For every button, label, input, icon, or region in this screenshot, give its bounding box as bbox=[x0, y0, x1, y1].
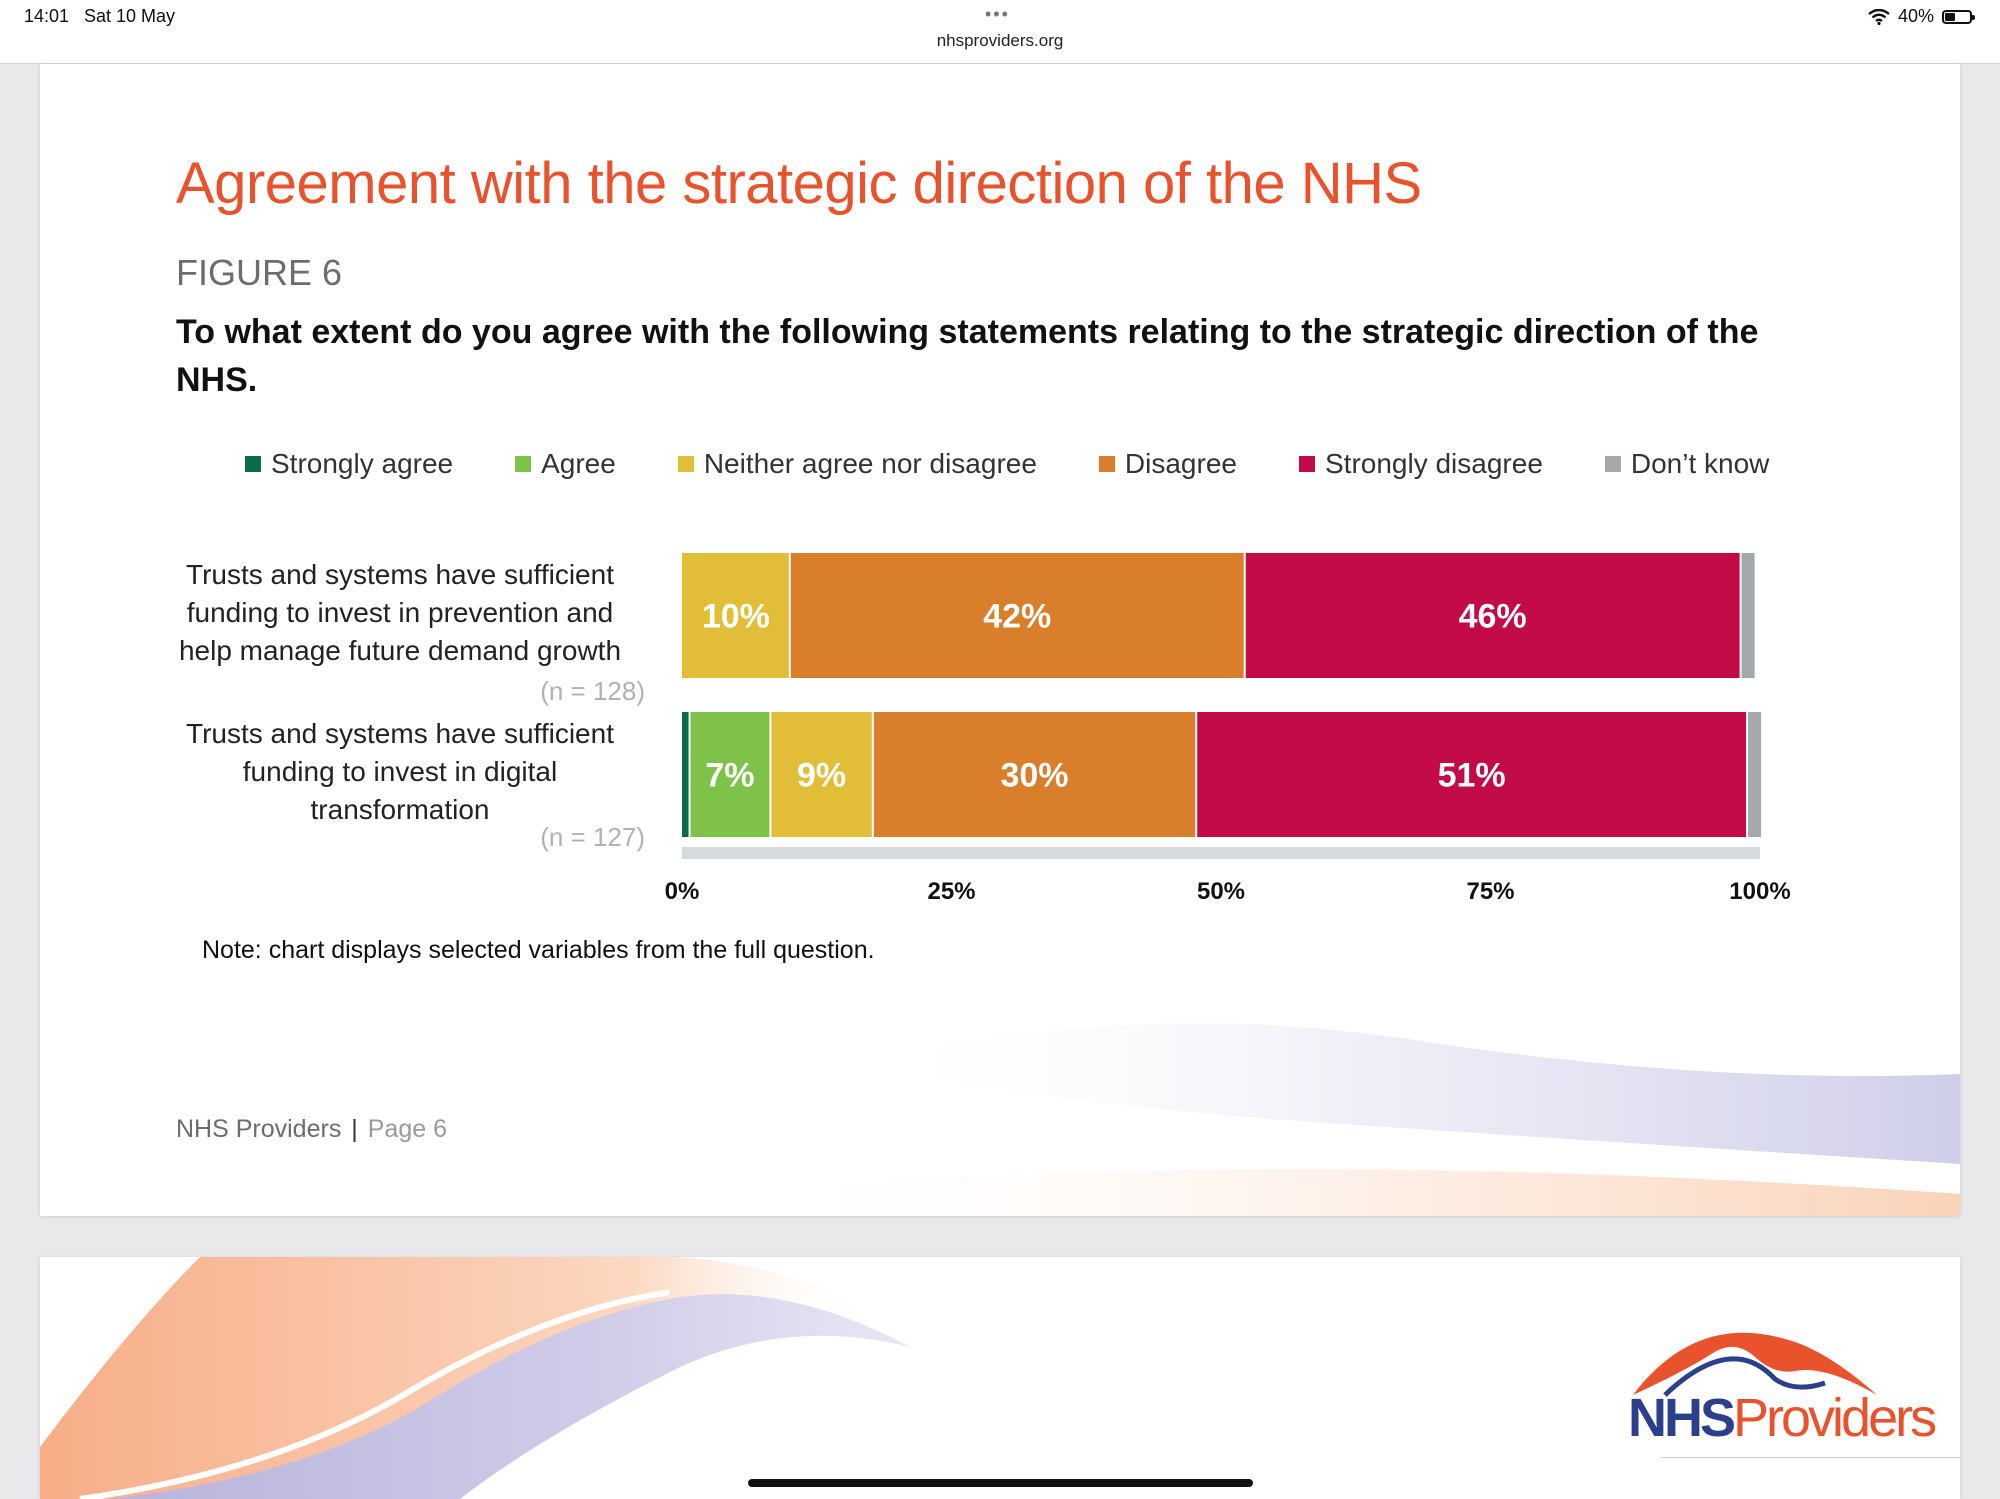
sample-size-label: (n = 127) bbox=[540, 822, 645, 852]
data-label: 30% bbox=[1000, 757, 1068, 795]
data-label: 46% bbox=[1459, 598, 1527, 636]
bar-segment bbox=[689, 712, 771, 837]
category-label-line: funding to invest in prevention and bbox=[186, 597, 614, 628]
legend-label: Disagree bbox=[1124, 448, 1237, 479]
footer-org: NHS Providers bbox=[176, 1115, 342, 1143]
status-time: 14:01 bbox=[24, 6, 70, 26]
data-label: 10% bbox=[702, 598, 770, 636]
x-tick-label: 75% bbox=[1466, 878, 1514, 905]
x-tick-label: 0% bbox=[665, 878, 700, 905]
category-label-line: Trusts and systems have sufficient bbox=[186, 718, 614, 749]
bar-segment bbox=[872, 712, 1197, 837]
decorative-swoosh bbox=[40, 1257, 910, 1499]
nhs-providers-logo: NHSProviders bbox=[1628, 1388, 1937, 1448]
footer-separator: | bbox=[351, 1115, 358, 1143]
page-title: Agreement with the strategic direction o… bbox=[176, 151, 1422, 216]
legend-item: Neither agree nor disagree bbox=[677, 448, 1037, 480]
status-bar: 14:01 Sat 10 May ••• nhsproviders.org 40… bbox=[0, 0, 2000, 64]
status-date: Sat 10 May bbox=[84, 6, 176, 26]
legend-label: Strongly agree bbox=[271, 448, 454, 479]
category-label: Trusts and systems have sufficient fundi… bbox=[160, 556, 640, 670]
legend-item: Don’t know bbox=[1604, 448, 1770, 480]
bar-segment bbox=[682, 712, 690, 837]
logo-divider bbox=[1660, 1457, 1960, 1458]
footer-page-number: Page 6 bbox=[367, 1115, 447, 1143]
more-options-icon[interactable]: ••• bbox=[985, 4, 1010, 24]
decorative-swoosh bbox=[740, 1023, 1960, 1216]
chart-note: Note: chart displays selected variables … bbox=[202, 936, 875, 964]
nhs-providers-logo-arc bbox=[1633, 1332, 1877, 1397]
x-tick-label: 50% bbox=[1197, 878, 1245, 905]
next-document-page: NHSProviders bbox=[40, 1257, 1960, 1499]
bar-segment bbox=[1740, 553, 1755, 678]
x-tick-label: 25% bbox=[927, 878, 975, 905]
bar-segment bbox=[1747, 712, 1762, 837]
sample-size-label: (n = 128) bbox=[540, 676, 645, 706]
data-label: 9% bbox=[797, 757, 846, 795]
bar-segment bbox=[789, 553, 1245, 678]
page-footer: NHS Providers | Page 6 bbox=[176, 1115, 447, 1144]
bar-segment bbox=[1196, 712, 1748, 837]
document-page: Agreement with the strategic direction o… bbox=[40, 64, 1960, 1216]
legend-label: Neither agree nor disagree bbox=[703, 448, 1037, 479]
category-label-line: help manage future demand growth bbox=[178, 635, 622, 666]
legend-item: Agree bbox=[515, 448, 616, 480]
battery-icon bbox=[1942, 9, 1975, 24]
stacked-bar-chart: 10% 42% 46% 7% 9% 30% 51% 0% 25% 50% 75% 100% bbox=[665, 553, 1791, 905]
logo-providers-text: Providers bbox=[1733, 1388, 1937, 1448]
category-label-line: funding to invest in digital bbox=[242, 756, 558, 787]
data-label: 42% bbox=[983, 598, 1051, 636]
bar-segment bbox=[682, 553, 790, 678]
legend-label: Agree bbox=[541, 448, 616, 479]
x-tick-label: 100% bbox=[1729, 878, 1790, 905]
legend-label: Strongly disagree bbox=[1324, 448, 1543, 479]
x-axis-line bbox=[682, 847, 1760, 859]
legend-swatch bbox=[1604, 456, 1621, 472]
legend-item: Strongly disagree bbox=[1298, 448, 1543, 480]
status-indicators: 40% bbox=[1868, 6, 1975, 27]
figure-label: FIGURE 6 bbox=[176, 252, 343, 293]
category-label: Trusts and systems have sufficient fundi… bbox=[160, 715, 640, 829]
home-indicator[interactable] bbox=[748, 1479, 1253, 1487]
figure-question: To what extent do you agree with the fol… bbox=[176, 313, 1759, 399]
bar-segment bbox=[1244, 553, 1741, 678]
category-label-line: transformation bbox=[310, 794, 490, 825]
chart-legend: Strongly agree Agree Neither agree nor d… bbox=[245, 448, 1805, 480]
legend-item: Disagree bbox=[1098, 448, 1237, 480]
battery-percent: 40% bbox=[1897, 6, 1934, 26]
legend-swatch bbox=[1298, 456, 1315, 472]
data-label: 7% bbox=[705, 757, 754, 795]
logo-nhs-text: NHS bbox=[1628, 1388, 1736, 1448]
legend-swatch bbox=[245, 456, 261, 472]
legend-swatch bbox=[1098, 456, 1115, 472]
address-bar[interactable]: nhsproviders.org bbox=[936, 31, 1064, 50]
bar-segment bbox=[770, 712, 873, 837]
category-label-line: Trusts and systems have sufficient bbox=[186, 559, 614, 590]
legend-label: Don’t know bbox=[1630, 448, 1770, 479]
legend-item: Strongly agree bbox=[245, 448, 453, 480]
legend-swatch bbox=[515, 456, 532, 472]
data-label: 51% bbox=[1438, 757, 1506, 795]
wifi-icon bbox=[1868, 8, 1890, 25]
legend-swatch bbox=[677, 456, 694, 472]
